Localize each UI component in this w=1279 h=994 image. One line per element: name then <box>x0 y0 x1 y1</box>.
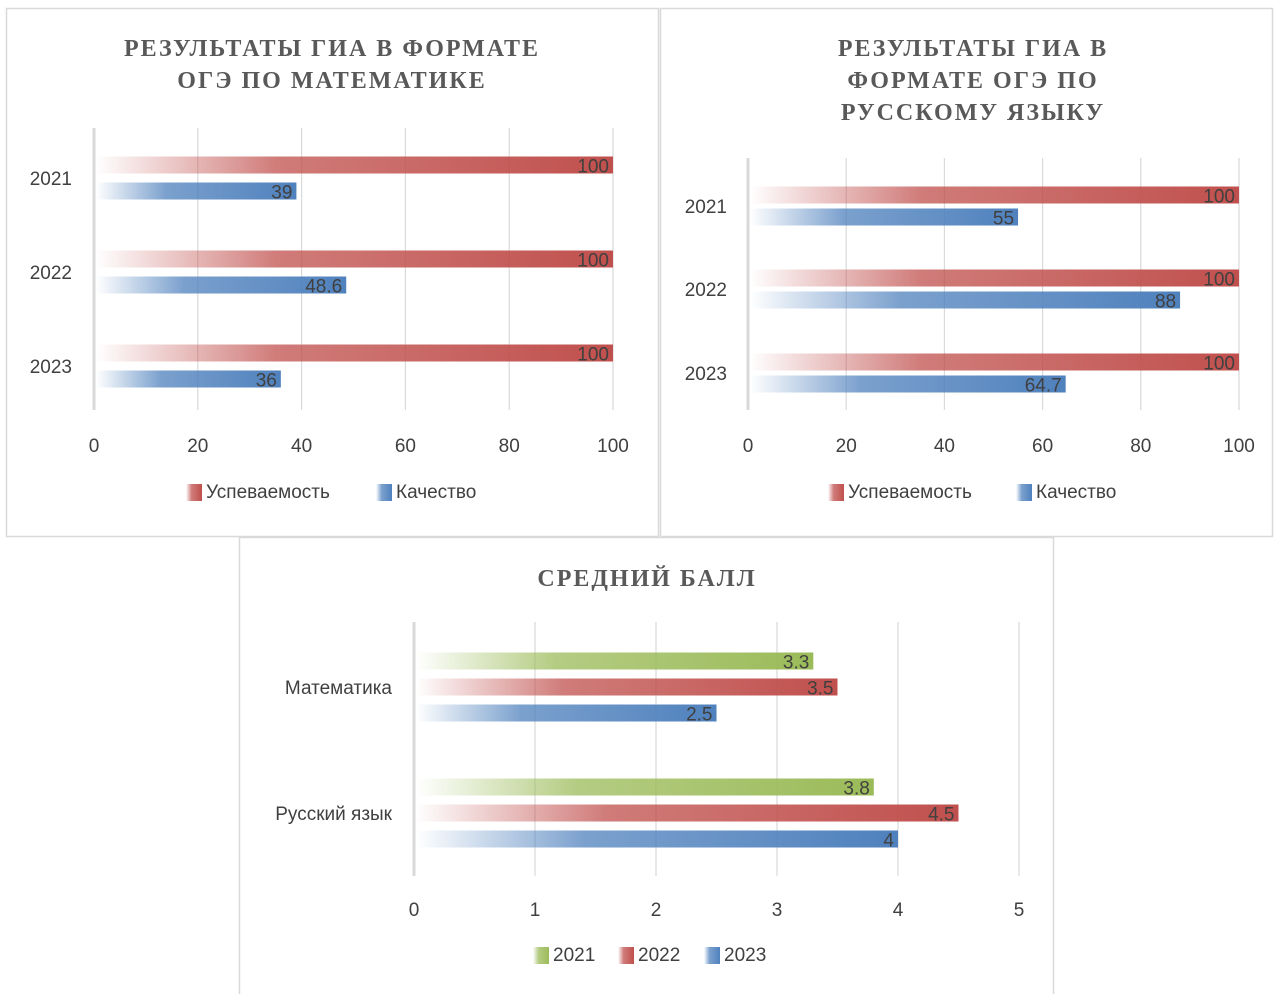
category-label: 2023 <box>685 364 727 385</box>
bar <box>750 186 1239 204</box>
category-label: 2022 <box>685 280 727 301</box>
x-tick-label: 0 <box>409 900 420 921</box>
legend-swatch <box>533 947 549 964</box>
legend-swatch <box>186 484 202 501</box>
bar <box>96 344 613 362</box>
chart-russian: РЕЗУЛЬТАТЫ ГИА В ФОРМАТЕ ОГЭ ПО РУССКОМУ Я… <box>685 36 1255 503</box>
data-label: 39 <box>271 183 292 204</box>
data-label: 64.7 <box>1025 376 1062 397</box>
legend-label: Качество <box>396 482 476 503</box>
legend-swatch <box>1016 484 1032 501</box>
legend-label: Качество <box>1036 482 1116 503</box>
legend-label: 2022 <box>638 945 680 966</box>
data-label: 100 <box>577 157 609 178</box>
data-label: 100 <box>1203 187 1235 208</box>
bar <box>750 353 1239 371</box>
data-label: 3.8 <box>843 779 869 800</box>
category-label: 2023 <box>30 357 72 378</box>
bar <box>96 182 297 200</box>
x-tick-label: 0 <box>743 436 754 457</box>
x-tick-label: 80 <box>499 436 520 457</box>
x-tick-label: 1 <box>530 900 541 921</box>
bar <box>750 375 1066 393</box>
data-label: 88 <box>1155 292 1176 313</box>
x-tick-label: 40 <box>291 436 312 457</box>
x-tick-label: 60 <box>395 436 416 457</box>
x-tick-label: 100 <box>597 436 629 457</box>
data-label: 4 <box>883 831 894 852</box>
legend-swatch <box>828 484 844 501</box>
bar <box>750 269 1239 287</box>
category-label: 2021 <box>30 169 72 190</box>
category-label: 2022 <box>30 263 72 284</box>
legend-swatch <box>704 947 720 964</box>
bar <box>96 250 613 268</box>
data-label: 4.5 <box>928 805 954 826</box>
legend-label: Успеваемость <box>848 482 972 503</box>
x-tick-label: 100 <box>1223 436 1255 457</box>
chart-title-line: РЕЗУЛЬТАТЫ ГИА В <box>838 36 1108 62</box>
chart-title-line: РЕЗУЛЬТАТЫ ГИА В ФОРМАТЕ <box>124 36 540 62</box>
category-label: Математика <box>285 678 393 699</box>
bar <box>96 156 613 174</box>
x-tick-label: 3 <box>772 900 783 921</box>
chart-title-line: ОГЭ ПО МАТЕМАТИКЕ <box>177 68 486 94</box>
x-tick-label: 80 <box>1130 436 1151 457</box>
x-tick-label: 20 <box>187 436 208 457</box>
data-label: 55 <box>993 209 1014 230</box>
chart-math: РЕЗУЛЬТАТЫ ГИА В ФОРМАТЕ ОГЭ ПО МАТЕМАТИК… <box>30 36 629 503</box>
x-tick-label: 60 <box>1032 436 1053 457</box>
data-label: 100 <box>577 251 609 272</box>
legend-swatch <box>376 484 392 501</box>
bar <box>750 208 1019 226</box>
legend-label: Успеваемость <box>206 482 330 503</box>
legend-label: 2021 <box>553 945 595 966</box>
category-label: Русский язык <box>275 804 392 825</box>
x-tick-label: 2 <box>651 900 662 921</box>
data-label: 2.5 <box>686 705 712 726</box>
bar <box>96 276 347 294</box>
x-tick-label: 40 <box>934 436 955 457</box>
bar <box>416 830 898 848</box>
chart-average-score: СРЕДНИЙ БАЛЛ 0 1 2 3 4 5 Математика 3.3 3.5 2.5 Рус… <box>275 566 1024 966</box>
x-tick-label: 20 <box>836 436 857 457</box>
bar <box>750 291 1181 309</box>
bar <box>416 678 838 696</box>
legend-label: 2023 <box>724 945 766 966</box>
chart-title-line: РУССКОМУ ЯЗЫКУ <box>841 100 1105 126</box>
bar <box>416 652 814 670</box>
chart-panel-math <box>5 7 660 538</box>
chart-panel-russian <box>659 7 1274 538</box>
chart-title-line: ФОРМАТЕ ОГЭ ПО <box>847 68 1098 94</box>
data-label: 3.3 <box>783 653 809 674</box>
data-label: 3.5 <box>807 679 833 700</box>
bar <box>96 370 281 388</box>
chart-panel-avg <box>238 536 1055 994</box>
data-label: 48.6 <box>305 277 342 298</box>
category-label: 2021 <box>685 197 727 218</box>
x-tick-label: 4 <box>893 900 904 921</box>
bar <box>416 704 717 722</box>
legend-swatch <box>618 947 634 964</box>
data-label: 100 <box>577 345 609 366</box>
bar <box>416 804 959 822</box>
data-label: 36 <box>256 371 277 392</box>
chart-title-line: СРЕДНИЙ БАЛЛ <box>537 566 756 592</box>
x-tick-label: 0 <box>89 436 100 457</box>
bar <box>416 778 874 796</box>
data-label: 100 <box>1203 270 1235 291</box>
data-label: 100 <box>1203 354 1235 375</box>
x-tick-label: 5 <box>1014 900 1025 921</box>
